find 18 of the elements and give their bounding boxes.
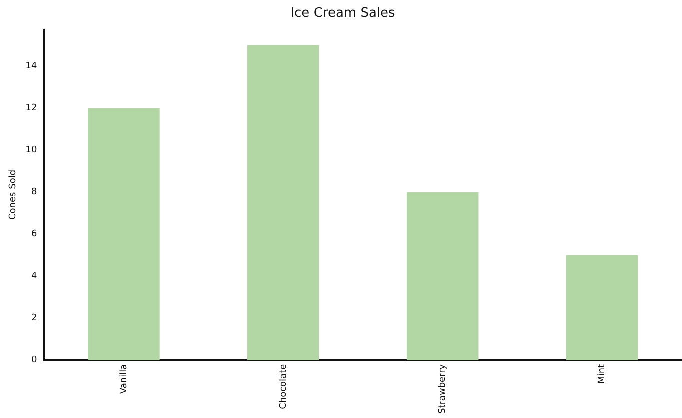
bar (88, 108, 160, 360)
bar (406, 192, 479, 360)
x-tick-label: Chocolate (278, 364, 289, 410)
x-tick-label: Vanilla (119, 364, 130, 394)
chart-title: Ice Cream Sales (290, 6, 396, 22)
bar (248, 45, 320, 360)
y-tick-label: 0 (32, 356, 38, 366)
y-tick-label: 8 (32, 188, 38, 198)
x-tick-label: Mint (598, 364, 608, 384)
x-tick-label: Strawberry (438, 364, 448, 414)
y-tick-label: 2 (32, 314, 38, 324)
y-tick-label: 10 (26, 146, 38, 156)
y-tick-label: 12 (26, 104, 38, 114)
y-tick-label: 14 (26, 62, 38, 72)
y-tick-label: 6 (32, 230, 38, 240)
y-tick-label: 4 (32, 272, 38, 282)
y-axis-title: Cones Sold (8, 170, 19, 220)
bar (566, 255, 638, 360)
